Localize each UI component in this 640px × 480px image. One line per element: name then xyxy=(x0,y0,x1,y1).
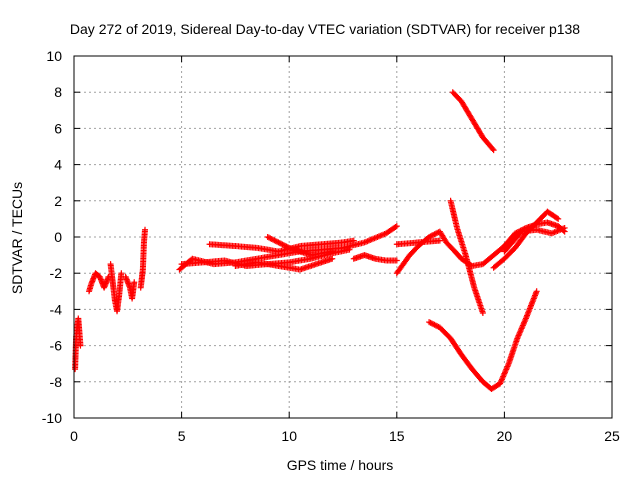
series-track-6 xyxy=(350,252,400,264)
data-point xyxy=(278,240,285,247)
data-point xyxy=(393,223,400,230)
data-point xyxy=(428,320,435,327)
x-tick-label: 0 xyxy=(70,428,78,444)
data-point xyxy=(105,273,112,280)
data-point xyxy=(350,237,357,244)
data-point xyxy=(279,241,286,248)
data-point xyxy=(427,233,434,240)
y-tick-label: 2 xyxy=(54,193,62,209)
data-point xyxy=(431,321,438,328)
data-point xyxy=(270,236,277,243)
data-point xyxy=(77,342,84,349)
x-tick-label: 15 xyxy=(389,428,405,444)
series-early-e xyxy=(137,226,149,291)
data-point xyxy=(284,244,291,251)
data-point xyxy=(436,237,443,244)
plot-frame xyxy=(73,55,613,419)
series-flat-right xyxy=(393,237,443,248)
data-point xyxy=(428,232,435,239)
x-axis-label: GPS time / hours xyxy=(287,457,394,473)
series-early-d xyxy=(122,273,138,302)
axis-ticks: 0 5 10 15 20 25 -10 -8 -6 -4 -2 0 2 4 6 8 10 xyxy=(42,48,620,444)
data-point xyxy=(432,230,439,237)
series-early-a xyxy=(72,315,84,373)
data-point xyxy=(533,288,540,295)
data-point xyxy=(489,145,496,152)
series-track-3 xyxy=(206,237,357,255)
data-point xyxy=(268,236,275,243)
data-point xyxy=(275,239,282,246)
data-point xyxy=(266,234,273,241)
y-tick-label: -2 xyxy=(50,265,63,281)
series-track-5 xyxy=(264,234,336,259)
series-right-bundle-2 xyxy=(501,224,568,255)
data-point xyxy=(555,215,562,222)
data-point xyxy=(346,246,353,253)
data-point xyxy=(283,243,290,250)
data-point xyxy=(431,231,438,238)
y-axis-label: SDTVAR / TECUs xyxy=(9,182,25,294)
data-point xyxy=(434,323,441,330)
data-point xyxy=(280,242,287,249)
data-point xyxy=(427,319,434,326)
data-point xyxy=(276,240,283,247)
data-point xyxy=(430,231,437,238)
series-right-bundle xyxy=(490,208,562,271)
y-tick-label: 0 xyxy=(54,229,62,245)
data-point xyxy=(554,215,561,222)
series-high-decay xyxy=(449,89,497,154)
data-point xyxy=(271,237,278,244)
data-point xyxy=(274,238,281,245)
data-point xyxy=(329,255,336,262)
y-tick-label: 6 xyxy=(54,120,62,136)
series-early-b xyxy=(86,270,112,295)
data-point xyxy=(131,279,138,286)
data-point xyxy=(272,238,279,245)
series-deep-valley xyxy=(426,288,540,393)
series-track-4 xyxy=(232,255,336,273)
data-point xyxy=(118,270,125,277)
data-point xyxy=(426,319,433,326)
data-point xyxy=(479,310,486,317)
y-tick-label: -4 xyxy=(50,301,63,317)
y-tick-label: -8 xyxy=(50,374,63,390)
data-point xyxy=(282,242,289,249)
data-point xyxy=(392,223,399,230)
x-tick-label: 10 xyxy=(281,428,297,444)
chart-title: Day 272 of 2019, Sidereal Day-to-day VTE… xyxy=(70,21,580,37)
data-point xyxy=(490,147,497,154)
data-series xyxy=(72,89,568,393)
y-tick-label: 8 xyxy=(54,84,62,100)
data-point xyxy=(142,226,149,233)
series-fall-branch xyxy=(447,197,486,317)
x-tick-label: 25 xyxy=(604,428,620,444)
data-point xyxy=(329,248,336,255)
y-tick-label: -10 xyxy=(42,410,62,426)
data-point xyxy=(561,224,568,231)
y-tick-label: 4 xyxy=(54,157,62,173)
grid-lines xyxy=(74,56,612,418)
data-point xyxy=(264,234,271,240)
data-point xyxy=(432,322,439,329)
data-point xyxy=(267,235,274,242)
x-tick-label: 20 xyxy=(497,428,513,444)
x-tick-label: 5 xyxy=(178,428,186,444)
data-point xyxy=(393,257,400,264)
series-early-c xyxy=(107,261,125,315)
y-tick-label: 10 xyxy=(46,48,62,64)
y-tick-label: -6 xyxy=(50,338,63,354)
data-point xyxy=(430,321,437,328)
